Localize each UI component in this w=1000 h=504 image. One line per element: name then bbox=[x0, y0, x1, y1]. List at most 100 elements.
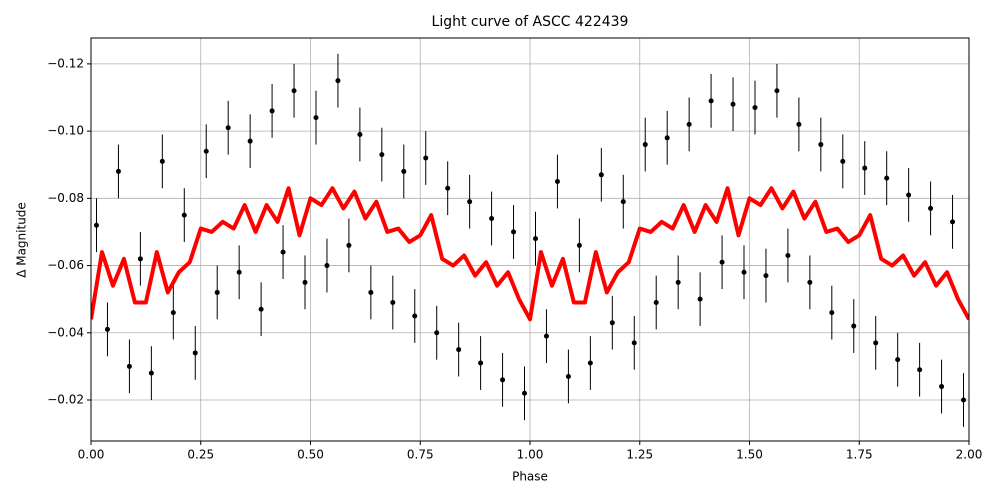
y-tick-label: −0.08 bbox=[47, 191, 84, 205]
data-point bbox=[478, 360, 484, 366]
data-point bbox=[609, 320, 615, 326]
data-point bbox=[664, 135, 670, 141]
x-tick-label: 0.50 bbox=[297, 448, 324, 462]
data-point bbox=[708, 98, 714, 104]
data-point bbox=[587, 360, 593, 366]
data-point bbox=[818, 142, 824, 148]
y-tick-label: −0.12 bbox=[47, 56, 84, 70]
data-point bbox=[576, 242, 582, 248]
data-point bbox=[807, 279, 813, 285]
data-point bbox=[620, 199, 626, 205]
x-tick-label: 0.00 bbox=[78, 448, 105, 462]
data-point bbox=[423, 155, 429, 161]
data-point bbox=[93, 222, 99, 228]
data-point bbox=[500, 377, 506, 383]
data-point bbox=[763, 273, 769, 279]
data-point bbox=[653, 300, 659, 306]
data-point bbox=[851, 323, 857, 329]
data-point bbox=[126, 363, 132, 369]
data-point bbox=[785, 252, 791, 258]
data-point bbox=[884, 175, 890, 181]
data-point bbox=[181, 212, 187, 218]
data-point bbox=[324, 263, 330, 269]
y-tick-label: −0.06 bbox=[47, 258, 84, 272]
data-point bbox=[148, 370, 154, 376]
data-point bbox=[401, 168, 407, 174]
data-point bbox=[917, 367, 923, 373]
data-point bbox=[522, 390, 528, 396]
data-point bbox=[203, 148, 209, 154]
data-point bbox=[346, 242, 352, 248]
data-point bbox=[368, 289, 374, 295]
x-tick-label: 1.75 bbox=[846, 448, 873, 462]
data-point bbox=[829, 310, 835, 316]
data-point bbox=[104, 326, 110, 332]
data-point bbox=[642, 142, 648, 148]
data-point bbox=[456, 347, 462, 353]
data-point bbox=[357, 131, 363, 137]
data-point bbox=[862, 165, 868, 171]
data-point bbox=[236, 269, 242, 275]
data-point bbox=[291, 88, 297, 94]
data-point bbox=[675, 279, 681, 285]
data-point bbox=[873, 340, 879, 346]
data-point bbox=[412, 313, 418, 319]
data-point bbox=[335, 78, 341, 84]
data-point bbox=[543, 333, 549, 339]
data-point bbox=[302, 279, 308, 285]
data-point bbox=[280, 249, 286, 255]
data-point bbox=[434, 330, 440, 336]
data-point bbox=[598, 172, 604, 178]
data-point bbox=[258, 306, 264, 312]
data-point bbox=[511, 229, 517, 235]
chart-title: Light curve of ASCC 422439 bbox=[432, 14, 629, 30]
data-point bbox=[170, 310, 176, 316]
data-point bbox=[489, 215, 495, 221]
data-point bbox=[895, 357, 901, 363]
data-point bbox=[115, 168, 121, 174]
x-tick-label: 0.75 bbox=[407, 448, 434, 462]
data-point bbox=[247, 138, 253, 144]
data-point bbox=[532, 236, 538, 242]
plot-area bbox=[91, 53, 969, 427]
data-point bbox=[697, 296, 703, 302]
data-point bbox=[467, 199, 473, 205]
y-tick-label: −0.04 bbox=[47, 325, 84, 339]
data-point bbox=[752, 105, 758, 111]
y-tick-label: −0.02 bbox=[47, 392, 84, 406]
data-point bbox=[379, 152, 385, 158]
data-point bbox=[445, 185, 451, 191]
data-point bbox=[192, 350, 198, 356]
data-point bbox=[686, 121, 692, 127]
x-tick-label: 1.25 bbox=[626, 448, 653, 462]
x-tick-label: 1.00 bbox=[517, 448, 544, 462]
data-point bbox=[631, 340, 637, 346]
data-point bbox=[137, 256, 143, 262]
data-point bbox=[719, 259, 725, 265]
data-point bbox=[939, 384, 945, 390]
x-axis-label: Phase bbox=[512, 470, 548, 484]
data-point bbox=[159, 158, 165, 164]
plot-frame bbox=[90, 37, 970, 442]
data-point bbox=[906, 192, 912, 198]
data-point bbox=[741, 269, 747, 275]
data-point bbox=[961, 397, 967, 403]
data-point bbox=[390, 300, 396, 306]
data-point bbox=[928, 205, 934, 211]
data-point bbox=[214, 289, 220, 295]
x-tick-label: 0.25 bbox=[187, 448, 214, 462]
data-point bbox=[554, 179, 560, 185]
data-point bbox=[840, 158, 846, 164]
y-axis-label: Δ Magnitude bbox=[15, 202, 29, 278]
data-point bbox=[269, 108, 275, 114]
data-point bbox=[796, 121, 802, 127]
data-point bbox=[950, 219, 956, 225]
y-tick-label: −0.10 bbox=[47, 124, 84, 138]
data-point bbox=[565, 373, 571, 379]
x-tick-label: 1.50 bbox=[736, 448, 763, 462]
data-point bbox=[774, 88, 780, 94]
data-point bbox=[225, 125, 231, 131]
data-point bbox=[313, 115, 319, 121]
